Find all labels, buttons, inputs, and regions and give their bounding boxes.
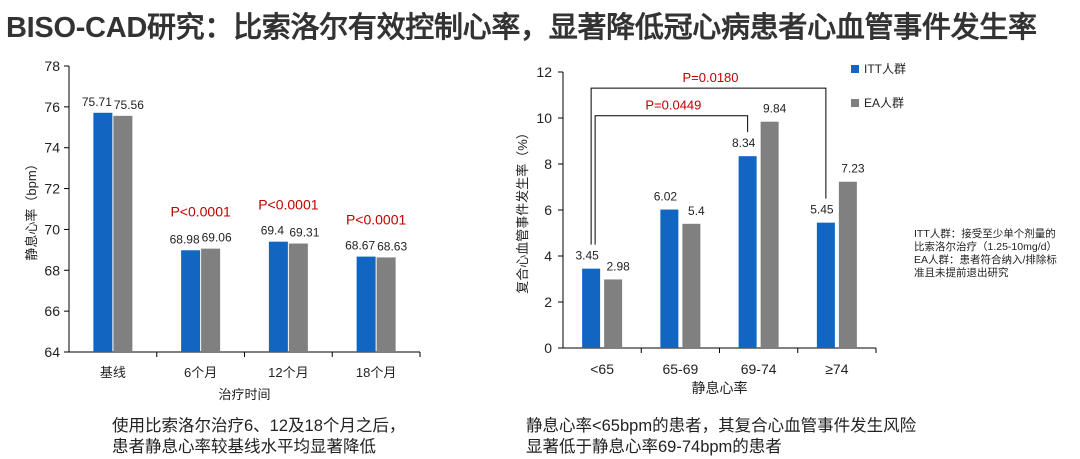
data-label: 69.4 [261, 224, 285, 238]
population-note: ITT人群：接受至少单个剂量的 比索洛尔治疗（1.25-10mg/d） EA人群… [914, 228, 1057, 280]
y-tick-label: 72 [44, 181, 60, 197]
x-tick-label: 69-74 [741, 361, 777, 377]
data-label: 68.63 [377, 239, 407, 253]
y-axis-title: 静息心率（bpm） [24, 157, 39, 260]
bar [201, 248, 221, 352]
data-label: 69.06 [202, 231, 232, 245]
right-caption-line-1: 静息心率<65bpm的患者，其复合心血管事件发生风险 [526, 417, 917, 435]
y-tick-label: 6 [544, 202, 552, 218]
x-tick-label: ≥74 [825, 361, 848, 377]
legend-swatch [851, 99, 859, 107]
note-line-2: 比索洛尔治疗（1.25-10mg/d） [914, 241, 1057, 253]
bar [268, 241, 288, 352]
left-caption: 使用比索洛尔治疗6、12及18个月之后， 患者静息心率较基线水平均显著降低 [112, 416, 405, 458]
p-value-annotation: P<0.0001 [346, 212, 407, 228]
y-tick-label: 66 [44, 303, 60, 319]
bar [356, 256, 376, 352]
x-tick-label: 18个月 [356, 365, 396, 380]
y-tick-label: 8 [544, 156, 552, 172]
data-label: 5.45 [810, 203, 834, 217]
y-tick-label: 64 [44, 344, 60, 360]
x-tick-label: 基线 [100, 365, 126, 380]
x-tick-label: 65-69 [662, 361, 698, 377]
x-axis-title: 静息心率 [692, 380, 748, 396]
bar [838, 181, 857, 348]
bar [660, 209, 679, 348]
page-title: BISO-CAD研究：比索洛尔有效控制心率，显著降低冠心病患者心血管事件发生率 [6, 12, 1037, 44]
data-label: 68.67 [345, 239, 375, 253]
y-tick-label: 68 [44, 262, 60, 278]
data-label: 3.45 [575, 249, 599, 263]
y-tick-label: 0 [544, 340, 552, 356]
data-label: 8.34 [732, 136, 756, 150]
bar [816, 222, 835, 348]
note-line-1: ITT人群：接受至少单个剂量的 [914, 228, 1056, 240]
bar [760, 121, 779, 349]
y-tick-label: 74 [44, 140, 60, 156]
data-label: 68.98 [170, 232, 200, 246]
left-caption-line-2: 患者静息心率较基线水平均显著降低 [112, 438, 376, 456]
y-tick-label: 12 [536, 64, 552, 80]
bar [376, 257, 396, 352]
data-label: 2.98 [606, 259, 630, 273]
data-label: 69.31 [289, 226, 319, 240]
right-caption: 静息心率<65bpm的患者，其复合心血管事件发生风险 显著低于静息心率69-74… [526, 416, 916, 458]
comparison-bracket [590, 87, 827, 245]
bar [682, 223, 701, 348]
left-caption-line-1: 使用比索洛尔治疗6、12及18个月之后， [112, 417, 406, 435]
x-tick-label: 6个月 [184, 365, 217, 380]
y-tick-label: 10 [536, 110, 552, 126]
bar [582, 268, 601, 348]
y-tick-label: 70 [44, 221, 60, 237]
y-tick-label: 4 [544, 248, 552, 264]
comparison-bracket [594, 115, 749, 245]
bar [113, 115, 133, 353]
data-label: 5.4 [688, 204, 705, 218]
bar [288, 243, 308, 352]
data-label: 9.84 [763, 102, 787, 116]
legend-swatch [851, 65, 859, 73]
data-label: 7.23 [841, 162, 865, 176]
p-value-annotation: P<0.0001 [258, 197, 319, 213]
y-axis-title: 复合心血管事件发生率（%） [515, 126, 530, 294]
bar [738, 156, 757, 348]
bar [181, 250, 201, 352]
x-tick-label: <65 [590, 361, 614, 377]
bar [604, 279, 623, 348]
legend-label: EA人群 [864, 96, 904, 110]
x-tick-label: 12个月 [268, 365, 308, 380]
legend-label: ITT人群 [864, 62, 906, 76]
y-tick-label: 78 [44, 58, 60, 74]
right-caption-line-2: 显著低于静息心率69-74bpm的患者 [526, 438, 782, 456]
data-label: 6.02 [654, 190, 678, 204]
note-line-3: EA人群：患者符合纳入/排除标 [914, 254, 1057, 266]
y-tick-label: 2 [544, 294, 552, 310]
p-value-annotation: P<0.0001 [170, 204, 231, 220]
data-label: 75.71 [82, 95, 112, 109]
note-line-4: 准且未提前退出研究 [914, 267, 1009, 279]
y-tick-label: 76 [44, 99, 60, 115]
data-label: 75.56 [114, 98, 144, 112]
bar [93, 112, 113, 352]
p-value-annotation: P=0.0449 [645, 98, 701, 113]
p-value-annotation: P=0.0180 [682, 70, 738, 85]
x-axis-title: 治疗时间 [218, 387, 270, 402]
